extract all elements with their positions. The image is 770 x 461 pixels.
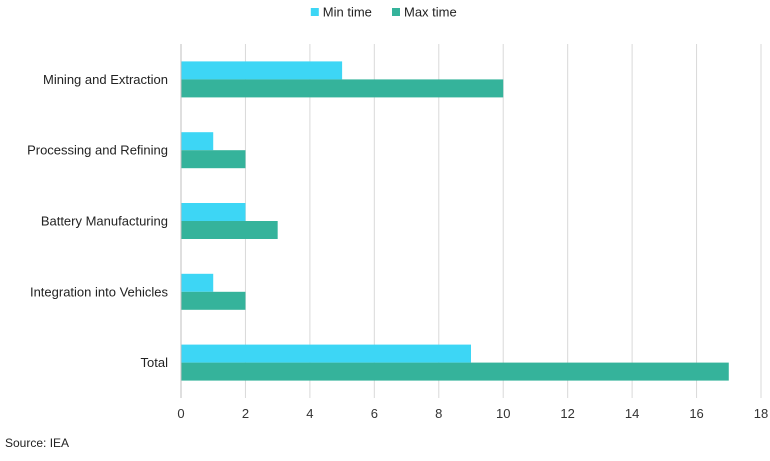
source-note: Source: IEA bbox=[5, 436, 69, 450]
x-tick-label: 16 bbox=[689, 406, 703, 421]
category-label: Total bbox=[141, 355, 169, 370]
category-label: Battery Manufacturing bbox=[41, 214, 168, 229]
category-label: Mining and Extraction bbox=[43, 72, 168, 87]
x-tick-label: 10 bbox=[496, 406, 510, 421]
x-tick-label: 8 bbox=[435, 406, 442, 421]
bar-max-1 bbox=[181, 150, 246, 169]
category-label: Integration into Vehicles bbox=[30, 284, 169, 299]
legend-swatch-min bbox=[310, 8, 319, 16]
legend-label-max: Max time bbox=[404, 5, 457, 20]
legend-label-min: Min time bbox=[323, 5, 372, 20]
bar-min-1 bbox=[181, 132, 214, 151]
bars bbox=[181, 61, 729, 381]
x-tick-label: 18 bbox=[754, 406, 768, 421]
x-tick-label: 4 bbox=[306, 406, 313, 421]
bar-min-4 bbox=[181, 344, 471, 363]
legend-swatch-max bbox=[392, 8, 400, 16]
x-tick-label: 14 bbox=[625, 406, 639, 421]
x-tick-label: 0 bbox=[177, 406, 184, 421]
bar-min-3 bbox=[181, 273, 214, 292]
bar-max-3 bbox=[181, 291, 246, 310]
legend: Min time Max time bbox=[310, 5, 457, 20]
gridlines bbox=[244, 44, 762, 398]
bar-max-4 bbox=[181, 362, 729, 381]
x-tick-label: 6 bbox=[371, 406, 378, 421]
bar-min-2 bbox=[181, 203, 246, 221]
bar-max-0 bbox=[181, 79, 504, 98]
x-tick-label: 2 bbox=[242, 406, 249, 421]
bar-min-0 bbox=[181, 61, 343, 80]
axes: 0 2 4 6 8 10 12 14 16 18 Mining and Extraction Proc… bbox=[27, 44, 768, 421]
bar-max-2 bbox=[181, 221, 278, 239]
x-tick-label: 12 bbox=[560, 406, 574, 421]
category-label: Processing and Refining bbox=[27, 143, 168, 158]
